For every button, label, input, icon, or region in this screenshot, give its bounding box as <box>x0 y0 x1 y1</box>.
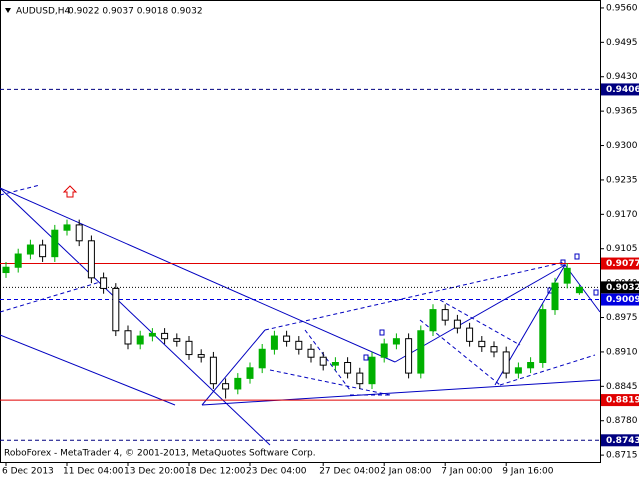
level-box <box>601 257 639 270</box>
candle-body <box>234 377 242 390</box>
x-tick-label: 27 Dec 04:00 <box>319 467 380 477</box>
plot-frame <box>0 0 601 463</box>
y-tick-label: 0.8910 <box>606 347 638 357</box>
candle-body <box>173 338 181 342</box>
candle-body <box>514 367 522 374</box>
y-tick-label: 0.9430 <box>606 72 638 82</box>
candle-body <box>502 351 510 374</box>
candle-body <box>75 224 83 242</box>
candle-body <box>14 253 22 268</box>
candle-body <box>185 340 193 356</box>
y-tick-label: 0.8780 <box>606 416 638 426</box>
candle-body <box>87 240 95 279</box>
level-label: 0.9077 <box>606 259 640 269</box>
menu-arrow <box>5 8 11 13</box>
candle-body <box>551 282 559 311</box>
candle-body <box>368 356 376 385</box>
level-box <box>601 293 639 306</box>
candle-body <box>295 340 303 350</box>
candle-body <box>136 335 144 345</box>
candle-body <box>478 340 486 348</box>
x-tick-label: 9 Jan 16:00 <box>502 467 554 477</box>
y-tick-label: 0.9495 <box>606 38 638 48</box>
level-label: 0.9032 <box>606 283 640 293</box>
y-tick-label: 0.9560 <box>606 3 638 13</box>
candle-body <box>539 309 547 364</box>
x-tick-label: 13 Dec 20:00 <box>124 467 185 477</box>
candle-body <box>39 244 47 258</box>
y-tick-label: 0.9235 <box>606 175 638 185</box>
x-tick-label: 6 Dec 2013 <box>2 467 54 477</box>
candle-body <box>429 309 437 332</box>
candle-body <box>380 343 388 358</box>
candle-body <box>417 330 425 374</box>
y-tick-label: 0.8845 <box>606 382 638 392</box>
level-label: 0.9406 <box>606 85 640 95</box>
level-box <box>601 83 639 96</box>
footer: RoboForex - MetaTrader 4, © 2001-2013, M… <box>4 449 316 459</box>
candle-body <box>209 356 217 385</box>
candle-body <box>307 348 315 358</box>
candle-body <box>356 372 364 385</box>
y-tick-label: 0.8975 <box>606 313 638 323</box>
candle-body <box>161 332 169 340</box>
candle-body <box>283 335 291 342</box>
y-tick-label: 0.9300 <box>606 141 638 151</box>
candle-body <box>575 286 583 294</box>
candle-body <box>441 309 449 321</box>
candle-body <box>100 277 108 289</box>
quote: 0.9022 0.9037 0.9018 0.9032 <box>68 7 203 17</box>
candle-body <box>392 338 400 345</box>
candle-body <box>563 267 571 284</box>
level-label: 0.9009 <box>606 295 640 305</box>
x-tick-label: 7 Jan 00:00 <box>441 467 493 477</box>
x-tick-label: 11 Dec 04:00 <box>63 467 124 477</box>
level-box <box>601 434 639 447</box>
level-box <box>601 281 639 294</box>
x-tick-label: 23 Dec 04:00 <box>246 467 307 477</box>
trend-lines <box>0 184 601 446</box>
candle-body <box>527 362 535 369</box>
candle-body <box>112 287 120 332</box>
candle-body <box>246 367 254 379</box>
candle-body <box>63 224 71 231</box>
candle-body <box>51 229 59 258</box>
symbol: AUDUSD,H4 <box>16 7 71 17</box>
candle-body <box>490 346 498 353</box>
y-tick-label: 0.9105 <box>606 244 638 254</box>
x-tick-label: 2 Jan 08:00 <box>380 467 432 477</box>
candle-body <box>26 244 34 255</box>
candle-body <box>270 335 278 350</box>
y-tick-label: 0.9170 <box>606 210 638 220</box>
candle-body <box>405 338 413 374</box>
level-box <box>601 394 639 407</box>
candle-body <box>124 330 132 345</box>
candle-body <box>344 362 352 374</box>
candle-body <box>466 327 474 342</box>
candle-body <box>148 332 156 337</box>
candle-body <box>2 266 10 274</box>
buy-arrow <box>62 185 78 198</box>
candle-body <box>453 319 461 329</box>
level-label: 0.8743 <box>606 436 640 446</box>
candle-body <box>319 356 327 366</box>
candle-body <box>222 383 230 390</box>
x-tick-label: 18 Dec 12:00 <box>185 467 246 477</box>
level-label: 0.8819 <box>606 396 640 406</box>
y-tick-label: 0.9365 <box>606 107 638 117</box>
candle-body <box>197 354 205 358</box>
y-tick-label: 0.8715 <box>606 451 638 461</box>
candle-body <box>258 348 266 369</box>
candle-body <box>331 362 339 366</box>
